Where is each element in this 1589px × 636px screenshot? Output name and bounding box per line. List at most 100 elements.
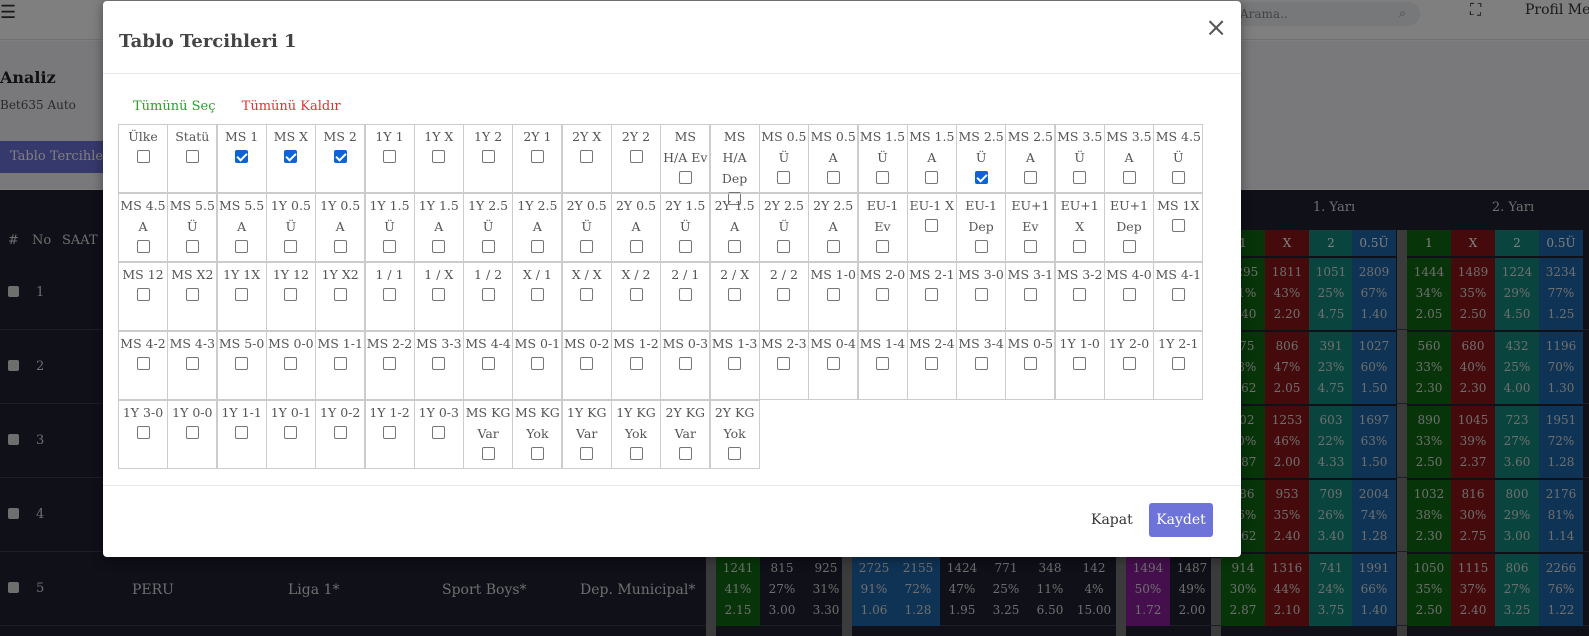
option-checkbox[interactable]	[1171, 219, 1185, 232]
option-checkbox[interactable]	[530, 288, 544, 301]
option-checkbox[interactable]	[1073, 171, 1087, 184]
option-checkbox[interactable]	[826, 288, 840, 301]
option-checkbox[interactable]	[678, 288, 692, 301]
close-button[interactable]: Kapat	[1091, 512, 1133, 528]
option-checkbox[interactable]	[333, 240, 347, 253]
option-checkbox[interactable]	[333, 357, 347, 370]
option-checkbox[interactable]	[185, 150, 199, 163]
option-checkbox[interactable]	[826, 240, 840, 253]
option-checkbox[interactable]	[1023, 171, 1037, 184]
option-checkbox[interactable]	[432, 357, 446, 370]
option-checkbox[interactable]	[383, 288, 396, 301]
option-checkbox[interactable]	[432, 240, 446, 253]
option-checkbox[interactable]	[284, 240, 298, 253]
option-checkbox[interactable]	[1023, 357, 1037, 370]
option-checkbox[interactable]	[1171, 171, 1185, 184]
option-checkbox[interactable]	[432, 426, 446, 439]
option-checkbox[interactable]	[235, 357, 249, 370]
option-checkbox[interactable]	[530, 357, 544, 370]
option-checkbox[interactable]	[383, 150, 396, 163]
option-checkbox[interactable]	[185, 240, 199, 253]
option-checkbox[interactable]	[580, 357, 594, 370]
option-checkbox[interactable]	[629, 357, 643, 370]
option-checkbox[interactable]	[728, 357, 742, 370]
select-all-link[interactable]: Tümünü Seç	[133, 99, 216, 114]
option-checkbox[interactable]	[728, 288, 742, 301]
option-checkbox[interactable]	[678, 171, 692, 184]
option-checkbox[interactable]	[136, 240, 150, 253]
option-checkbox[interactable]	[383, 357, 396, 370]
option-checkbox[interactable]	[629, 150, 643, 163]
option-checkbox[interactable]	[383, 240, 396, 253]
option-checkbox[interactable]	[1171, 357, 1185, 370]
option-checkbox[interactable]	[333, 288, 347, 301]
option-checkbox[interactable]	[777, 240, 791, 253]
option-checkbox[interactable]	[136, 288, 150, 301]
option-checkbox[interactable]	[629, 447, 643, 460]
option-checkbox[interactable]	[284, 150, 298, 163]
option-checkbox[interactable]	[777, 357, 791, 370]
option-checkbox[interactable]	[1073, 357, 1087, 370]
option-checkbox[interactable]	[629, 240, 643, 253]
option-checkbox[interactable]	[728, 447, 742, 460]
option-checkbox[interactable]	[580, 288, 594, 301]
option-checkbox[interactable]	[235, 288, 249, 301]
option-checkbox[interactable]	[185, 357, 199, 370]
option-checkbox[interactable]	[481, 447, 495, 460]
option-checkbox[interactable]	[1023, 288, 1037, 301]
deselect-all-link[interactable]: Tümünü Kaldır	[241, 99, 341, 114]
option-checkbox[interactable]	[235, 240, 249, 253]
option-checkbox[interactable]	[777, 171, 791, 184]
option-checkbox[interactable]	[136, 150, 150, 163]
option-checkbox[interactable]	[974, 288, 988, 301]
option-checkbox[interactable]	[136, 357, 150, 370]
option-checkbox[interactable]	[383, 426, 396, 439]
option-checkbox[interactable]	[1122, 288, 1136, 301]
option-checkbox[interactable]	[580, 150, 594, 163]
option-checkbox[interactable]	[333, 150, 347, 163]
option-checkbox[interactable]	[284, 288, 298, 301]
option-checkbox[interactable]	[876, 171, 889, 184]
option-checkbox[interactable]	[974, 240, 988, 253]
option-checkbox[interactable]	[925, 288, 939, 301]
save-button[interactable]: Kaydet	[1149, 503, 1213, 537]
option-checkbox[interactable]	[974, 357, 988, 370]
option-checkbox[interactable]	[777, 288, 791, 301]
option-checkbox[interactable]	[1122, 171, 1136, 184]
option-checkbox[interactable]	[925, 171, 939, 184]
option-checkbox[interactable]	[333, 426, 347, 439]
option-checkbox[interactable]	[580, 240, 594, 253]
option-checkbox[interactable]	[530, 240, 544, 253]
option-checkbox[interactable]	[530, 447, 544, 460]
option-checkbox[interactable]	[876, 357, 889, 370]
option-checkbox[interactable]	[876, 240, 889, 253]
option-checkbox[interactable]	[481, 288, 495, 301]
option-checkbox[interactable]	[1073, 240, 1087, 253]
option-checkbox[interactable]	[678, 357, 692, 370]
option-checkbox[interactable]	[925, 357, 939, 370]
option-checkbox[interactable]	[826, 171, 840, 184]
option-checkbox[interactable]	[728, 192, 742, 205]
option-checkbox[interactable]	[284, 426, 298, 439]
option-checkbox[interactable]	[678, 447, 692, 460]
option-checkbox[interactable]	[235, 426, 249, 439]
option-checkbox[interactable]	[432, 150, 446, 163]
option-checkbox[interactable]	[826, 357, 840, 370]
option-checkbox[interactable]	[629, 288, 643, 301]
option-checkbox[interactable]	[530, 150, 544, 163]
option-checkbox[interactable]	[481, 150, 495, 163]
option-checkbox[interactable]	[1122, 357, 1136, 370]
option-checkbox[interactable]	[185, 288, 199, 301]
option-checkbox[interactable]	[974, 171, 988, 184]
option-checkbox[interactable]	[678, 240, 692, 253]
option-checkbox[interactable]	[1023, 240, 1037, 253]
option-checkbox[interactable]	[580, 447, 594, 460]
option-checkbox[interactable]	[876, 288, 889, 301]
option-checkbox[interactable]	[1122, 240, 1136, 253]
close-icon[interactable]: ×	[1205, 13, 1227, 43]
option-checkbox[interactable]	[1171, 288, 1185, 301]
option-checkbox[interactable]	[432, 288, 446, 301]
option-checkbox[interactable]	[481, 240, 495, 253]
option-checkbox[interactable]	[284, 357, 298, 370]
option-checkbox[interactable]	[728, 240, 742, 253]
